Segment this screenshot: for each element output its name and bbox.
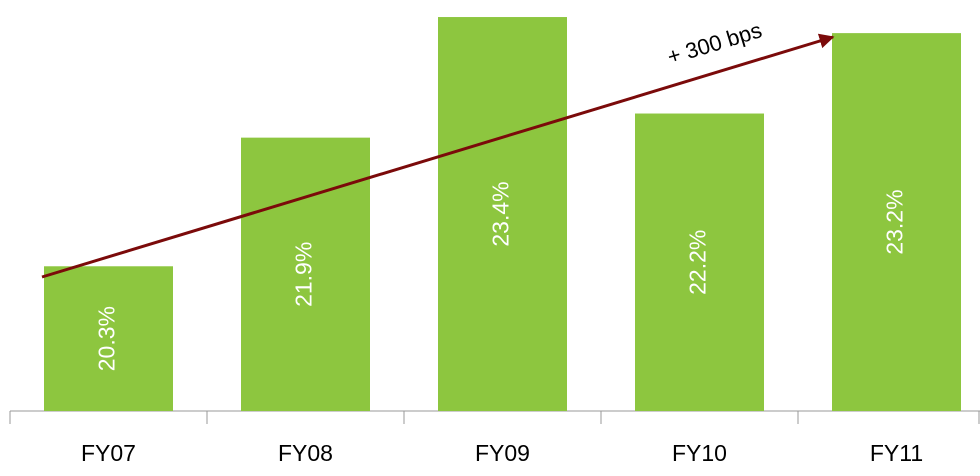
x-tick-label: FY08	[278, 440, 333, 466]
bar	[44, 266, 173, 411]
value-label: 23.2%	[882, 189, 908, 254]
trend-arrow	[41, 33, 835, 279]
bar	[635, 113, 764, 412]
bar	[438, 17, 567, 411]
x-tick-label: FY10	[672, 440, 727, 466]
x-tick-label: FY11	[870, 440, 923, 466]
value-label: 22.2%	[685, 230, 711, 295]
x-tick-label: FY09	[475, 440, 530, 466]
value-label: 23.4%	[488, 181, 514, 246]
x-tick-label: FY07	[81, 440, 136, 466]
value-label: 20.3%	[94, 306, 120, 371]
bar	[832, 33, 961, 412]
value-label: 21.9%	[291, 242, 317, 307]
